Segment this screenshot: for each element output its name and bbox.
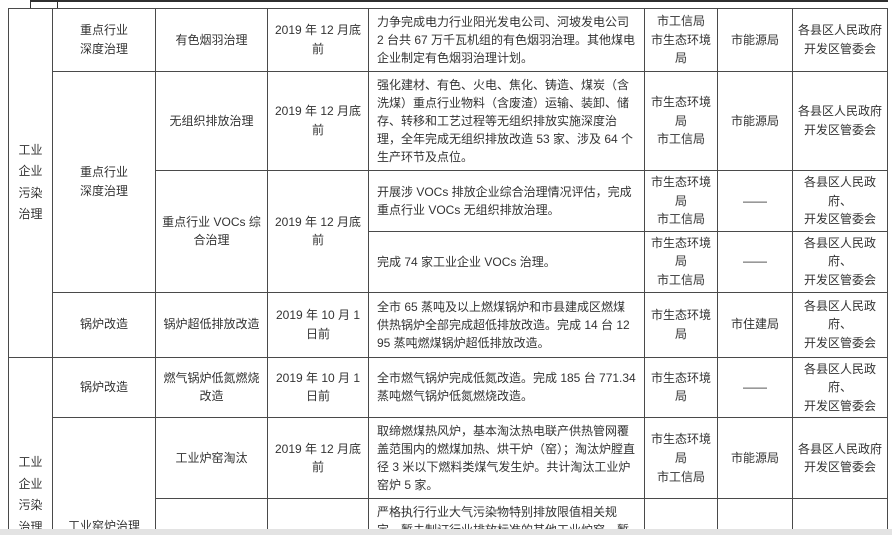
task-cell: 重点行业 VOCs 综合治理	[155, 170, 268, 293]
implementers-cell: 各县区人民政府、 开发区管委会	[792, 356, 888, 419]
description-cell: 强化建材、有色、火电、焦化、铸造、煤炭（含洗煤）重点行业物料（含废渣）运输、装卸…	[368, 71, 645, 171]
support-dept-cell: ——	[717, 170, 793, 232]
subcategory-cell: 工业窑炉治理	[52, 417, 156, 535]
description-cell: 全市 65 蒸吨及以上燃煤锅炉和市县建成区燃煤供热锅炉全部完成超低排放改造。完成…	[368, 291, 645, 358]
description-cell: 取缔燃煤热风炉，基本淘汰热电联产供热管网覆盖范围内的燃煤加热、烘干炉（窑）；淘汰…	[368, 417, 645, 500]
implementers-cell: 各县区人民政府、 开发区管委会	[792, 291, 888, 358]
lead-depts-cell: 市生态环境局 市工信局	[644, 230, 718, 293]
task-cell: 燃气锅炉低氮燃烧改造	[155, 356, 268, 419]
support-dept-cell: 市住建局	[717, 291, 793, 358]
table-row: 重点行业 深度治理 无组织排放治理 2019 年 12 月底前 强化建材、有色、…	[9, 71, 888, 293]
task-cell: 无组织排放治理	[155, 71, 268, 171]
deadline-cell: 2019 年 10 月 1 日前	[267, 291, 369, 358]
description-cell: 全市燃气锅炉完成低氮改造。完成 185 台 771.34 蒸吨燃气锅炉低氮燃烧改…	[368, 356, 645, 419]
implementers-cell: 各县区人民政府、 开发区管委会	[792, 230, 888, 293]
description-cell: 完成 74 家工业企业 VOCs 治理。	[368, 230, 645, 293]
support-dept-cell: 市能源局	[717, 498, 793, 535]
deadline-cell: 2019 年 10 月 1 日前	[267, 356, 369, 419]
implementers-cell: 各县区人民政府 开发区管委会	[792, 417, 888, 500]
lead-depts-cell: 市生态环境局	[644, 291, 718, 358]
description-cell: 开展涉 VOCs 排放企业综合治理情况评估，完成重点行业 VOCs 无组织排放治…	[368, 170, 645, 232]
description-cell: 力争完成电力行业阳光发电公司、河坡发电公司 2 台共 67 万千瓦机组的有色烟羽…	[368, 8, 645, 72]
page-bottom-edge	[0, 529, 892, 535]
subcategory-cell: 锅炉改造	[52, 291, 156, 358]
task-cell: 工业窑炉治理改造	[155, 498, 268, 535]
action-plan-table: 工业企业污染治理 重点行业 深度治理 有色烟羽治理 2019 年 12 月底前 …	[8, 8, 888, 535]
task-cell: 工业炉窑淘汰	[155, 417, 268, 500]
lead-depts-cell: 市工信局 市生态环境局	[644, 8, 718, 72]
deadline-cell: 2019 年 12 月底前	[267, 71, 369, 171]
support-dept-cell: ——	[717, 356, 793, 419]
task-cell: 有色烟羽治理	[155, 8, 268, 72]
implementers-cell: 各县区人民政府 开发区管委会	[792, 8, 888, 72]
subcategory-cell: 重点行业 深度治理	[52, 71, 156, 293]
category-cell: 工业企业污染治理	[8, 8, 53, 358]
lead-depts-cell: 市生态环境局	[644, 356, 718, 419]
deadline-cell: 2019 年 12 月底前	[267, 417, 369, 500]
support-dept-cell: 市能源局	[717, 417, 793, 500]
lead-depts-cell: 市生态环境局 市工信局	[644, 71, 718, 171]
table-row: 工业企业污染治理 重点行业 深度治理 有色烟羽治理 2019 年 12 月底前 …	[8, 8, 888, 358]
table-row: 完成 74 家工业企业 VOCs 治理。 市生态环境局 市工信局 —— 各县区人…	[9, 230, 888, 293]
support-dept-cell: 市能源局	[717, 71, 793, 171]
implementers-cell: 各县区人民政府、 开发区管委会	[792, 170, 888, 232]
table-row: 工业企业污染治理 锅炉改造 燃气锅炉低氮燃烧改造 2019 年 10 月 1 日…	[8, 356, 888, 535]
task-cell: 锅炉超低排放改造	[155, 291, 268, 358]
cropped-row-border	[30, 0, 888, 2]
table-row: 工业窑炉治理 工业炉窑淘汰 2019 年 12 月底前 取缔燃煤热风炉，基本淘汰…	[9, 417, 888, 535]
deadline-cell: 2019 年 12 月底前	[267, 170, 369, 293]
implementers-cell: 各县区人民政府 开发区管委会	[792, 498, 888, 535]
deadline-cell: 2019 年 12 月底前	[267, 8, 369, 72]
table-row: 锅炉改造 锅炉超低排放改造 2019 年 10 月 1 日前 全市 65 蒸吨及…	[9, 291, 888, 358]
cropped-cell-fragment	[30, 0, 58, 8]
lead-depts-cell: 市生态环境局 市工信局	[644, 417, 718, 500]
implementers-cell: 各县区人民政府 开发区管委会	[792, 71, 888, 171]
support-dept-cell: ——	[717, 230, 793, 293]
lead-depts-cell: 市生态环境局 市工信局	[644, 498, 718, 535]
table-row: 重点行业 VOCs 综合治理 2019 年 12 月底前 开展涉 VOCs 排放…	[9, 170, 888, 293]
lead-depts-cell: 市生态环境局 市工信局	[644, 170, 718, 232]
subcategory-cell: 锅炉改造	[52, 356, 156, 419]
deadline-cell: 全年	[267, 498, 369, 535]
support-dept-cell: 市能源局	[717, 8, 793, 72]
subcategory-cell: 重点行业 深度治理	[52, 8, 156, 72]
category-cell: 工业企业污染治理	[8, 356, 53, 535]
